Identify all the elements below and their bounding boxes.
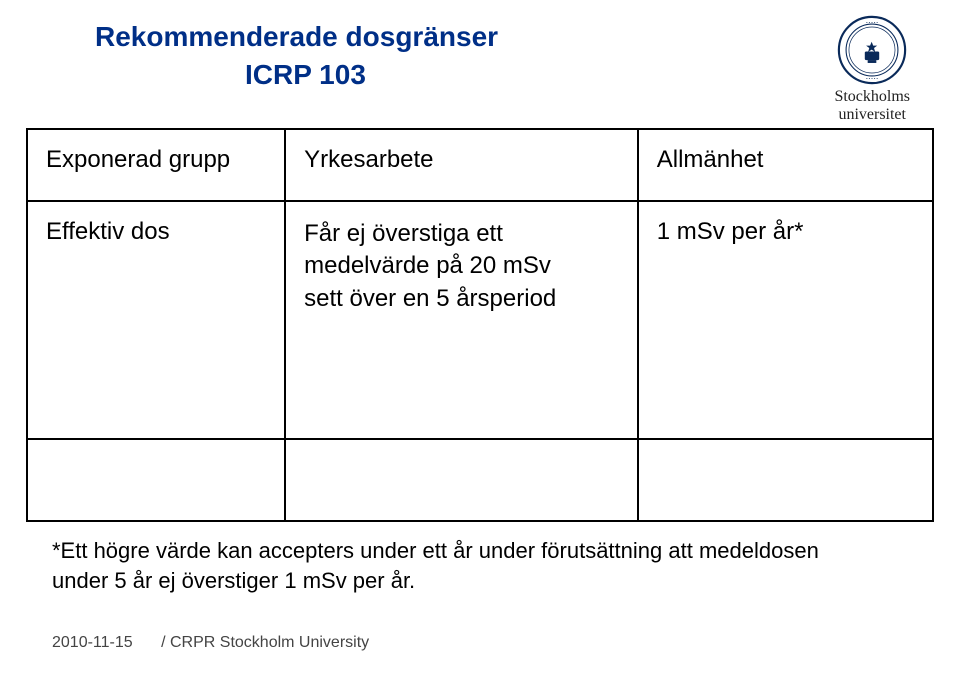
footer-date: 2010-11-15: [52, 634, 133, 651]
logo-text-1: Stockholms: [834, 88, 910, 106]
svg-text:• • • • •: • • • • •: [866, 20, 878, 25]
svg-text:• • • • •: • • • • •: [866, 76, 878, 81]
slide-title: Rekommenderade dosgränser ICRP 103: [95, 18, 695, 94]
table-header-row: Exponerad grupp Yrkesarbete Allmänhet: [27, 129, 933, 201]
header-col-2: Yrkesarbete: [285, 129, 638, 201]
header-col-1: Exponerad grupp: [27, 129, 285, 201]
table-row: [27, 439, 933, 521]
row1-col1: Effektiv dos: [27, 201, 285, 439]
row2-col3: [638, 439, 933, 521]
row1-col2: Får ej överstiga ett medelvärde på 20 mS…: [285, 201, 638, 439]
title-line-2: ICRP 103: [95, 56, 695, 94]
row2-col1: [27, 439, 285, 521]
slide-footer: 2010-11-15 / CRPR Stockholm University: [52, 634, 369, 652]
slide: Rekommenderade dosgränser ICRP 103: [0, 0, 960, 690]
footnote-line-1: *Ett högre värde kan accepters under ett…: [52, 536, 892, 566]
university-logo: • • • • • • • • • • Stockholms universit…: [834, 14, 910, 125]
seal-icon: • • • • • • • • • •: [836, 14, 908, 86]
row2-col2: [285, 439, 638, 521]
row1-col3: 1 mSv per år*: [638, 201, 933, 439]
footnote: *Ett högre värde kan accepters under ett…: [52, 536, 892, 595]
header-col-3: Allmänhet: [638, 129, 933, 201]
logo-text-2: universitet: [834, 106, 910, 124]
dose-limits-table: Exponerad grupp Yrkesarbete Allmänhet Ef…: [26, 128, 934, 522]
table-row: Effektiv dos Får ej överstiga ett medelv…: [27, 201, 933, 439]
row1-col2-line2: medelvärde på 20 mSv: [304, 250, 619, 282]
title-line-1: Rekommenderade dosgränser: [95, 18, 695, 56]
footnote-line-2: under 5 år ej överstiger 1 mSv per år.: [52, 566, 892, 596]
row1-col2-line1: Får ej överstiga ett: [304, 218, 619, 250]
row1-col2-line3: sett över en 5 årsperiod: [304, 283, 619, 315]
footer-org: / CRPR Stockholm University: [161, 634, 369, 651]
